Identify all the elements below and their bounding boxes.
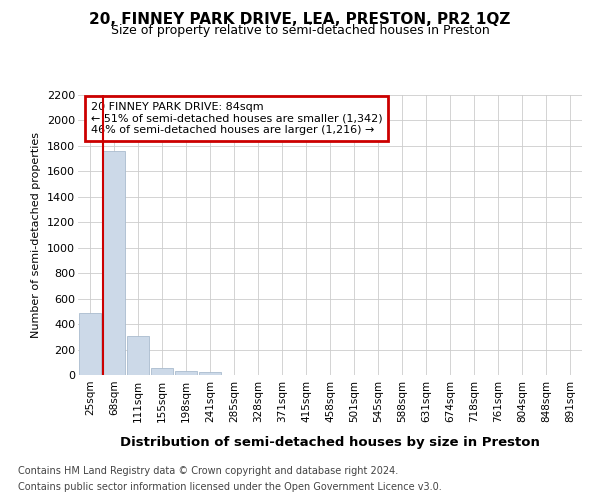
Bar [175,371,197,375]
Text: 20 FINNEY PARK DRIVE: 84sqm
← 51% of semi-detached houses are smaller (1,342)
46: 20 FINNEY PARK DRIVE: 84sqm ← 51% of sem… [91,102,382,135]
Bar [79,312,101,375]
Bar [103,151,125,375]
Bar [199,372,221,375]
Y-axis label: Number of semi-detached properties: Number of semi-detached properties [31,132,41,338]
Text: Contains HM Land Registry data © Crown copyright and database right 2024.: Contains HM Land Registry data © Crown c… [18,466,398,476]
Bar [151,368,173,375]
Bar [127,336,149,375]
X-axis label: Distribution of semi-detached houses by size in Preston: Distribution of semi-detached houses by … [120,436,540,449]
Text: 20, FINNEY PARK DRIVE, LEA, PRESTON, PR2 1QZ: 20, FINNEY PARK DRIVE, LEA, PRESTON, PR2… [89,12,511,28]
Text: Contains public sector information licensed under the Open Government Licence v3: Contains public sector information licen… [18,482,442,492]
Text: Size of property relative to semi-detached houses in Preston: Size of property relative to semi-detach… [110,24,490,37]
